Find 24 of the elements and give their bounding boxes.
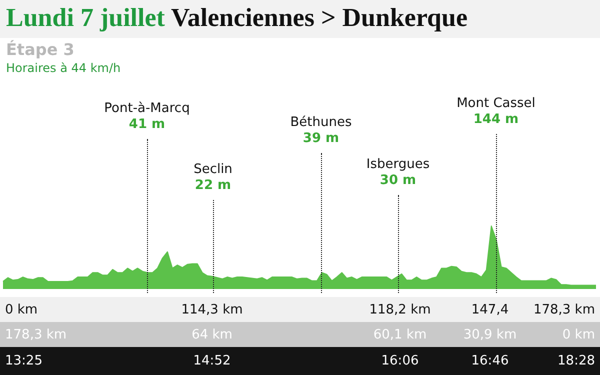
text: Horaires à 44 km/h xyxy=(6,60,121,76)
text: 13:25 xyxy=(5,354,42,368)
text: Béthunes xyxy=(290,115,352,131)
text: 39 m xyxy=(302,131,340,147)
text: 118,2 km xyxy=(369,302,431,317)
text: 14:52 xyxy=(193,354,231,368)
text: 147,4 xyxy=(471,302,509,317)
text: 16:06 xyxy=(381,354,419,368)
text: Étape 3 xyxy=(6,40,76,60)
text: Pont-à-Marcq xyxy=(104,101,190,117)
text: 30 m xyxy=(378,173,418,189)
text: 144 m xyxy=(472,112,520,128)
text: 114,3 km xyxy=(181,302,243,317)
text: 18:28 xyxy=(558,354,595,368)
text: Mont Cassel xyxy=(456,96,536,112)
text: 16:46 xyxy=(471,354,509,368)
chart-subtitle: Valenciennes > Dunkerque xyxy=(170,3,468,32)
text: 0 km xyxy=(5,302,38,317)
text: 22 m xyxy=(194,178,232,194)
text: Seclin xyxy=(194,162,232,178)
text: Isbergues xyxy=(366,157,430,173)
text: 178,3 km xyxy=(533,302,595,317)
chart-title: Lundi 7 juillet xyxy=(6,3,166,32)
text: 41 m xyxy=(128,117,166,133)
